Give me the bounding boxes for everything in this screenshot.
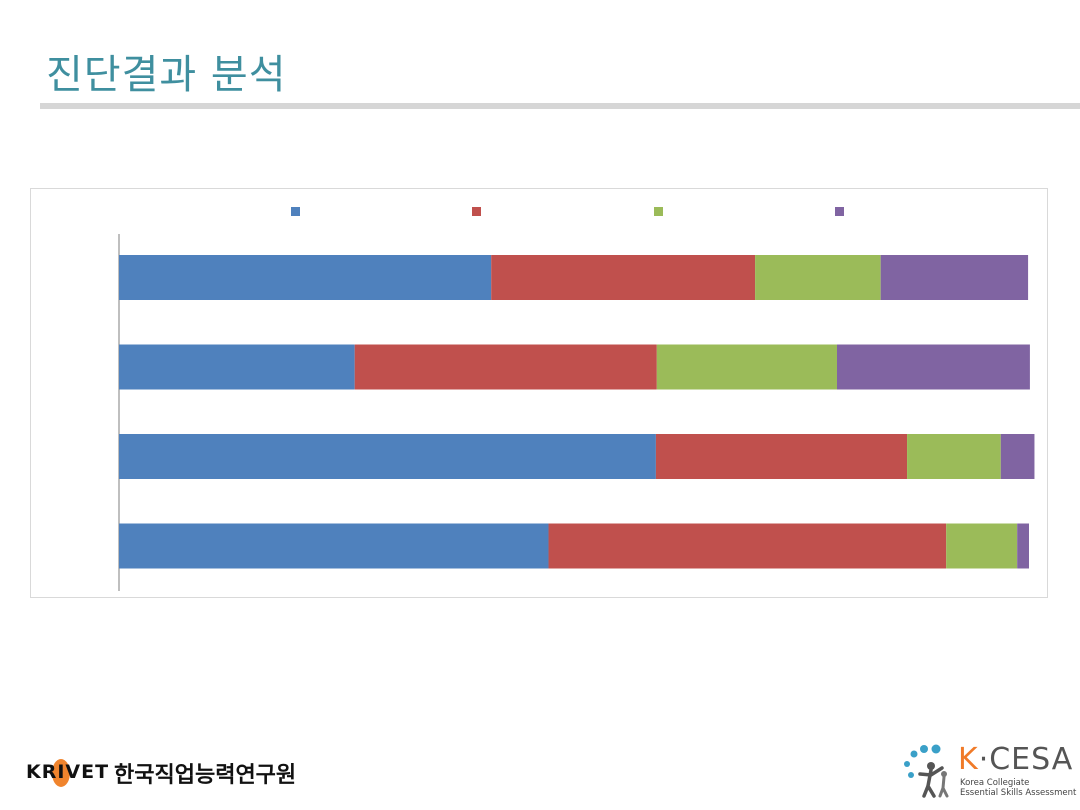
kcesa-logo: K·CESA Korea Collegiate Essential Skills… <box>898 742 1077 802</box>
legend-marker-series3 <box>654 207 663 216</box>
bar-segment-row4-series1 <box>119 255 492 300</box>
bar-segment-row2-series3 <box>907 434 1001 479</box>
chart-frame <box>30 188 1048 598</box>
kcesa-name: K·CESA <box>958 742 1074 777</box>
krivet-org-name: 한국직업능력연구원 <box>114 763 297 788</box>
stacked-bar-chart <box>118 207 1035 591</box>
krivet-mark-icon <box>52 759 70 787</box>
bar-segment-row1-series3 <box>946 523 1018 569</box>
bar-segment-row4-series4 <box>880 255 1029 300</box>
bar-segment-row1-series4 <box>1017 523 1029 569</box>
bar-segment-row3-series2 <box>354 344 657 390</box>
bar-segment-row3-series1 <box>119 344 355 390</box>
bar-segment-row4-series3 <box>755 255 881 300</box>
bars <box>119 255 1035 569</box>
kcesa-figures-icon <box>904 744 949 798</box>
legend-marker-series2 <box>472 207 481 216</box>
title-divider <box>40 103 1080 109</box>
bar-segment-row3-series3 <box>656 344 837 390</box>
legend-marker-series4 <box>835 207 844 216</box>
bar-segment-row2-series2 <box>655 434 908 479</box>
page-title: 진단결과 분석 <box>46 52 287 98</box>
bar-segment-row2-series1 <box>119 434 656 479</box>
chart-legend <box>291 207 844 216</box>
bar-segment-row2-series4 <box>1000 434 1035 479</box>
bar-segment-row1-series2 <box>548 523 947 569</box>
kcesa-subtitle: Korea Collegiate Essential Skills Assess… <box>960 778 1077 798</box>
legend-marker-series1 <box>291 207 300 216</box>
bar-segment-row1-series1 <box>119 523 549 569</box>
bar-segment-row3-series4 <box>836 344 1030 390</box>
bar-segment-row4-series2 <box>491 255 756 300</box>
krivet-logo-text: KRIVET <box>26 761 110 783</box>
